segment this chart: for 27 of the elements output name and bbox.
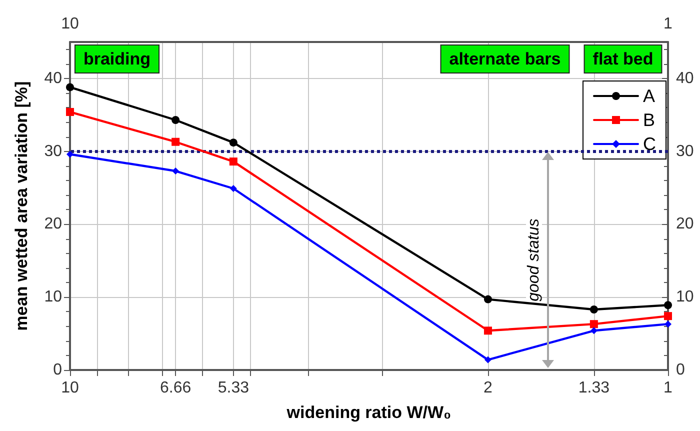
x-axis-title: widening ratio W/W₀: [286, 403, 452, 422]
y2-tick-label: 10: [676, 288, 694, 306]
x-tick-label: 1: [664, 380, 673, 396]
y-tick-label: 20: [44, 216, 62, 233]
y2-tick-label: 40: [676, 70, 694, 87]
y-tick-label: 0: [53, 362, 62, 378]
x-tick-label: 6.66: [160, 380, 192, 396]
y2-tick-label: 0: [676, 362, 685, 378]
annotation: good status: [526, 218, 542, 302]
legend-label: B: [643, 110, 656, 130]
annotation: alternate bars: [449, 50, 561, 68]
legend-label: A: [643, 86, 656, 106]
annotation: braiding: [83, 50, 151, 68]
legend-label: C: [643, 134, 656, 154]
x-tick-label: 10: [61, 380, 79, 396]
x2-tick-label: 1: [664, 16, 673, 32]
x-tick-label: 2: [484, 380, 493, 396]
x2-tick-label: 10: [61, 16, 79, 32]
y-axis-title: mean wetted area variation [%]: [12, 81, 31, 331]
y-tick-label: 30: [44, 142, 62, 160]
x-tick-label: 5.33: [218, 380, 250, 396]
y2-tick-label: 20: [676, 216, 694, 233]
y-tick-label: 40: [44, 70, 62, 87]
annotation: flat bed: [592, 50, 654, 68]
y2-tick-label: 30: [676, 142, 694, 160]
x-tick-label: 1.33: [578, 380, 610, 396]
y-tick-label: 10: [44, 288, 62, 306]
